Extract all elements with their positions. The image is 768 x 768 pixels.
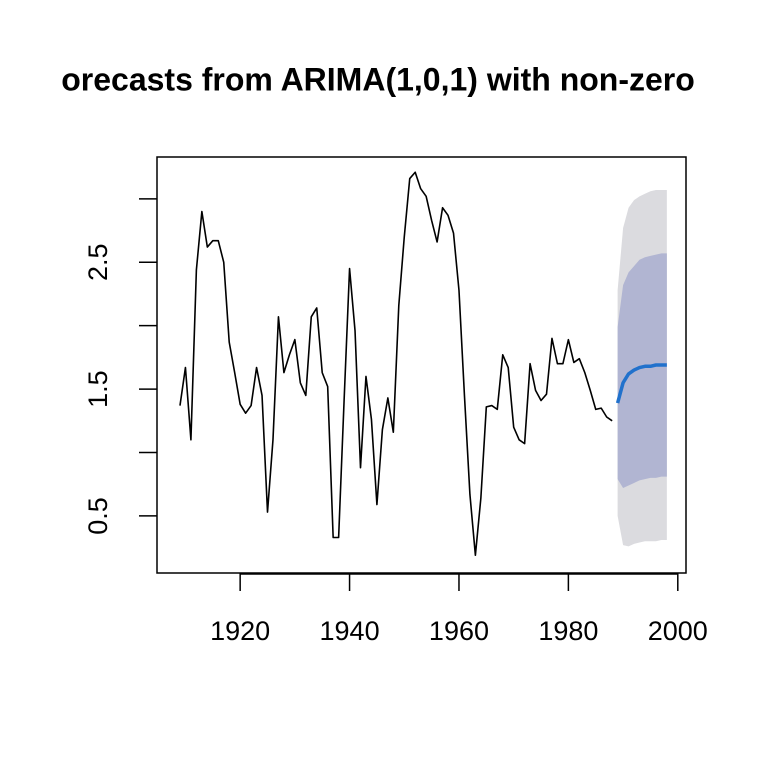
series-line bbox=[179, 171, 613, 557]
x-tick-label: 1980 bbox=[538, 616, 598, 646]
chart-title: orecasts from ARIMA(1,0,1) with non-zero bbox=[61, 61, 695, 97]
x-tick-label: 1960 bbox=[429, 616, 489, 646]
plot-frame bbox=[156, 156, 687, 574]
y-tick-label: 2.5 bbox=[83, 243, 113, 281]
forecast-interval bbox=[617, 253, 667, 489]
x-tick-label: 1920 bbox=[210, 616, 270, 646]
series-line bbox=[615, 363, 667, 404]
y-tick-label: 1.5 bbox=[83, 370, 113, 408]
x-tick-label: 1940 bbox=[320, 616, 380, 646]
x-tick-label: 2000 bbox=[648, 616, 708, 646]
y-tick-label: 0.5 bbox=[83, 497, 113, 535]
